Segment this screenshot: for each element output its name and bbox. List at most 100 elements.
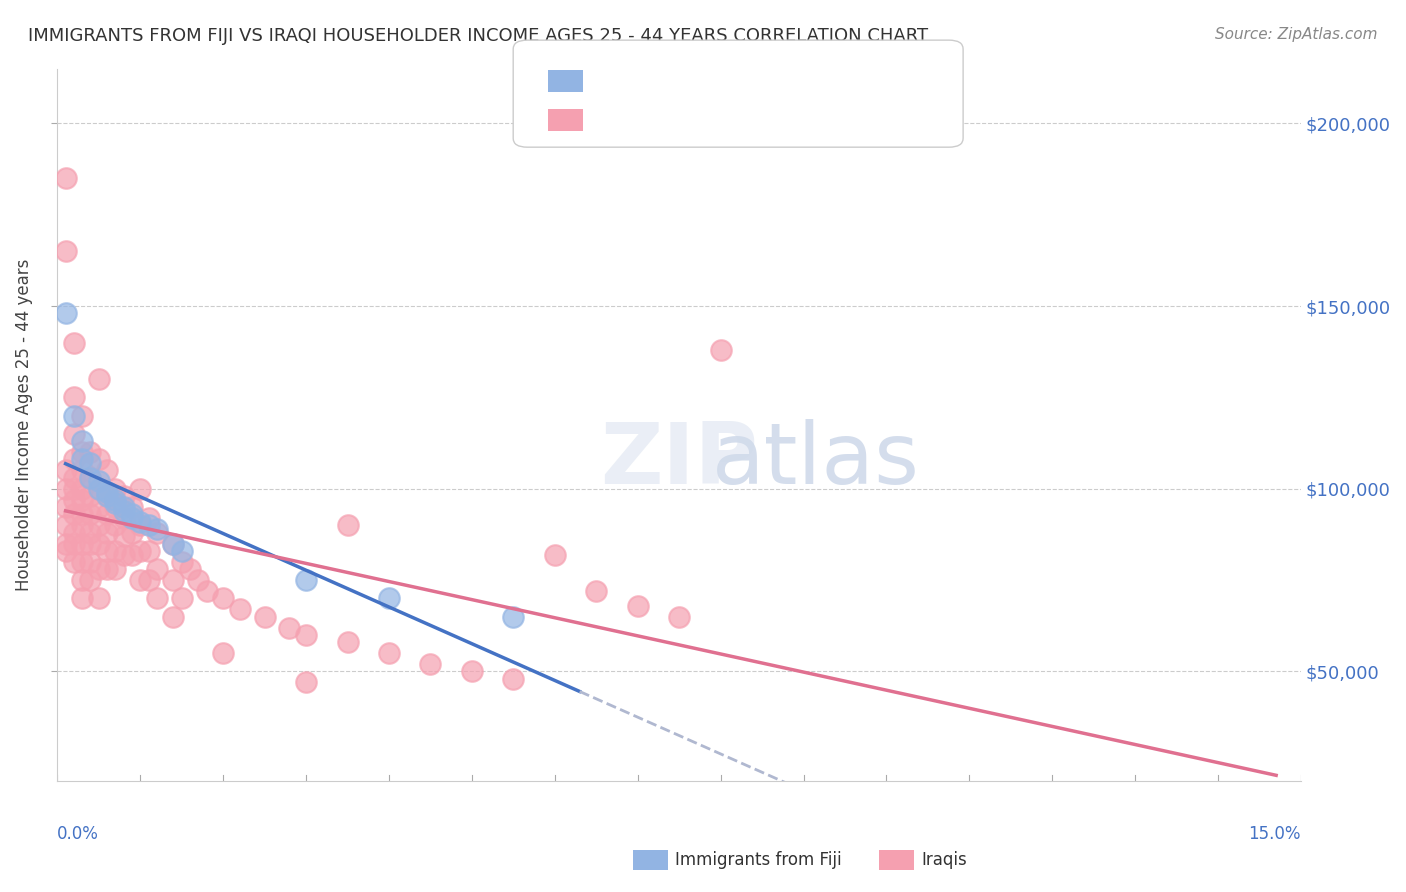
Point bbox=[129, 518, 152, 533]
Point bbox=[63, 508, 86, 522]
Point bbox=[96, 489, 118, 503]
Point bbox=[112, 500, 135, 514]
Point bbox=[70, 434, 93, 449]
Point bbox=[63, 452, 86, 467]
Point bbox=[55, 544, 77, 558]
Point bbox=[138, 518, 160, 533]
Point bbox=[87, 372, 110, 386]
Point bbox=[55, 463, 77, 477]
Point bbox=[55, 536, 77, 550]
Point bbox=[87, 591, 110, 606]
Point bbox=[146, 591, 169, 606]
Point bbox=[96, 525, 118, 540]
Point bbox=[104, 482, 127, 496]
Text: 15.0%: 15.0% bbox=[1249, 825, 1301, 843]
Point bbox=[419, 657, 441, 672]
Point bbox=[461, 665, 484, 679]
Point bbox=[228, 602, 250, 616]
Point bbox=[129, 544, 152, 558]
Point bbox=[129, 573, 152, 587]
Point bbox=[170, 544, 193, 558]
Point bbox=[121, 508, 143, 522]
Point bbox=[70, 482, 93, 496]
Point bbox=[502, 672, 524, 686]
Point bbox=[79, 536, 101, 550]
Point bbox=[121, 511, 143, 525]
Point bbox=[138, 511, 160, 525]
Point bbox=[668, 609, 690, 624]
Point bbox=[70, 492, 93, 507]
Point bbox=[63, 482, 86, 496]
Point bbox=[70, 536, 93, 550]
Point bbox=[96, 485, 118, 500]
Point bbox=[55, 306, 77, 320]
Point bbox=[70, 591, 93, 606]
Point bbox=[138, 573, 160, 587]
Point bbox=[112, 489, 135, 503]
Point bbox=[112, 511, 135, 525]
Point bbox=[544, 548, 567, 562]
Point bbox=[55, 244, 77, 259]
Point bbox=[278, 621, 301, 635]
Point bbox=[96, 508, 118, 522]
Y-axis label: Householder Income Ages 25 - 44 years: Householder Income Ages 25 - 44 years bbox=[15, 259, 32, 591]
Text: 0.0%: 0.0% bbox=[58, 825, 100, 843]
Point bbox=[96, 463, 118, 477]
Point bbox=[104, 518, 127, 533]
Point bbox=[70, 452, 93, 467]
Text: IMMIGRANTS FROM FIJI VS IRAQI HOUSEHOLDER INCOME AGES 25 - 44 YEARS CORRELATION : IMMIGRANTS FROM FIJI VS IRAQI HOUSEHOLDE… bbox=[28, 27, 928, 45]
Point bbox=[502, 609, 524, 624]
Point bbox=[112, 529, 135, 543]
Point bbox=[87, 518, 110, 533]
Point bbox=[336, 518, 359, 533]
Text: atlas: atlas bbox=[711, 419, 920, 502]
Point bbox=[96, 544, 118, 558]
Point bbox=[112, 503, 135, 517]
Point bbox=[162, 536, 184, 550]
Text: -0.226: -0.226 bbox=[636, 111, 695, 128]
Point bbox=[585, 584, 607, 599]
Point bbox=[70, 518, 93, 533]
Point bbox=[212, 591, 235, 606]
Point bbox=[179, 562, 201, 576]
Point bbox=[87, 500, 110, 514]
Point bbox=[70, 555, 93, 569]
Point bbox=[79, 489, 101, 503]
Point bbox=[295, 675, 318, 690]
Point bbox=[121, 548, 143, 562]
Point bbox=[104, 492, 127, 507]
Text: Iraqis: Iraqis bbox=[921, 851, 967, 869]
Point bbox=[146, 525, 169, 540]
Point bbox=[87, 482, 110, 496]
Point bbox=[70, 573, 93, 587]
Point bbox=[295, 573, 318, 587]
Point bbox=[87, 482, 110, 496]
Point bbox=[87, 475, 110, 489]
Text: N =: N = bbox=[710, 71, 747, 89]
Point bbox=[70, 508, 93, 522]
Point bbox=[170, 591, 193, 606]
Point bbox=[63, 409, 86, 423]
Point bbox=[112, 548, 135, 562]
Text: N =: N = bbox=[710, 111, 747, 128]
Point bbox=[162, 609, 184, 624]
Point bbox=[170, 555, 193, 569]
Point bbox=[55, 518, 77, 533]
Point bbox=[121, 525, 143, 540]
Point bbox=[55, 171, 77, 186]
Point bbox=[129, 482, 152, 496]
Point bbox=[378, 646, 401, 660]
Point bbox=[63, 426, 86, 441]
Text: Immigrants from Fiji: Immigrants from Fiji bbox=[675, 851, 842, 869]
Point bbox=[87, 536, 110, 550]
Text: -0.568: -0.568 bbox=[636, 71, 695, 89]
Point bbox=[63, 390, 86, 404]
Point bbox=[79, 555, 101, 569]
Point bbox=[104, 496, 127, 510]
Point bbox=[55, 500, 77, 514]
Point bbox=[63, 536, 86, 550]
Point bbox=[79, 573, 101, 587]
Point bbox=[187, 573, 209, 587]
Point bbox=[55, 482, 77, 496]
Text: R =: R = bbox=[593, 71, 630, 89]
